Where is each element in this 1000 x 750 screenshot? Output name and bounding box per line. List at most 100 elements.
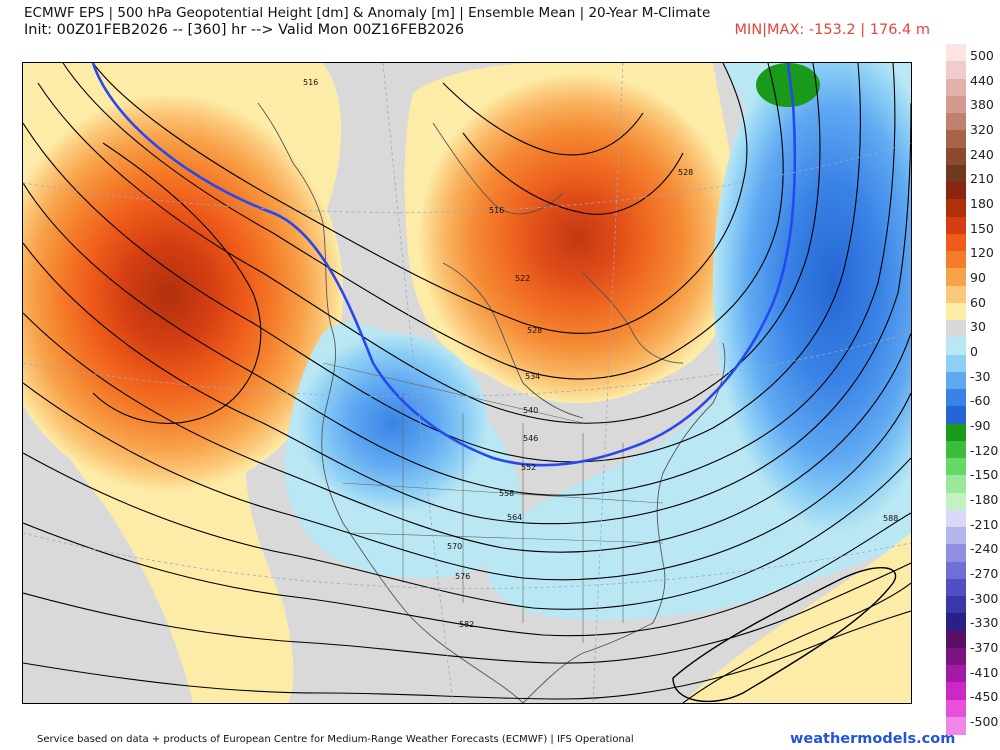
contour-label: 516 [489,206,504,215]
subtropical-positive-anomaly [683,533,911,703]
init-valid-line: Init: 00Z01FEB2026 -- [360] hr --> Valid… [24,22,465,38]
contour-540-highlight [91,63,797,467]
contour-label: 546 [523,434,538,443]
coastlines [257,102,726,703]
colorbar-label: 440 [970,72,994,88]
graticule [23,63,911,703]
colorbar-label: 380 [970,97,994,113]
colorbar-swatch [946,199,966,217]
colorbar-label: -410 [970,664,999,680]
contour-label: 528 [678,168,693,177]
colorbar-swatch [946,320,966,338]
colorbar-swatch [946,302,966,321]
pacific-positive-anomaly-core [23,93,343,493]
colorbar-swatch [946,682,966,700]
contour-label: 582 [459,620,474,629]
colorbar-label: 0 [970,344,978,359]
colorbar-label: -270 [970,566,999,581]
contour-labels: 516 516 522 528 528 534 540 546 552 558 … [303,78,898,629]
colorbar-label: -120 [970,442,999,458]
colorbar-swatch [946,44,966,62]
colorbar-label: 320 [970,122,994,137]
colorbar-swatch [946,596,966,614]
colorbar-swatch [946,544,966,562]
colorbar-swatch [946,285,966,304]
atlantic-negative-anomaly-core [713,63,911,533]
colorbar-swatch [946,61,966,79]
colorbar-label: 30 [970,319,986,335]
colorbar-label: 210 [970,171,994,187]
colorbar-swatch [946,130,966,148]
canada-positive-anomaly-core [418,73,738,403]
colorbar-swatch [946,406,966,424]
colorbar-swatch [946,354,966,373]
colorbar-label: -450 [970,689,999,705]
colorbar-swatch [946,716,966,735]
colorbar-label: -240 [970,541,999,557]
colorbar-swatch [946,699,966,718]
colorbar-label: -60 [970,393,991,409]
colorbar-swatch [946,78,966,97]
colorbar-label: 240 [970,146,994,162]
brand-link[interactable]: weathermodels.com [790,731,956,747]
contour-label: 558 [499,489,514,498]
colorbar-label: 180 [970,196,994,211]
colorbar-swatch [946,268,966,286]
contour-label: 528 [527,326,542,335]
anomaly-colorbar [946,44,966,735]
colorbar-label: -90 [970,418,991,433]
colorbar-swatch [946,164,966,183]
colorbar-swatch [946,147,966,166]
colorbar-swatch [946,613,966,631]
colorbar-label: 120 [970,245,994,261]
colorbar-label: -370 [970,640,999,655]
colorbar-swatch [946,509,966,528]
colorbar-label: -300 [970,590,999,606]
contour-label: 576 [455,572,470,581]
contour-label: 522 [515,274,530,283]
colorbar-label: -210 [970,516,999,532]
colorbar-label: 60 [970,294,986,310]
colorbar-label: -500 [970,714,999,729]
colorbar-swatch [946,647,966,666]
contour-label: 534 [525,372,540,381]
colorbar-label: 150 [970,220,994,236]
colorbar-swatch [946,95,966,114]
colorbar-swatch [946,423,966,442]
colorbar-swatch [946,337,966,355]
colorbar-swatch [946,475,966,493]
contour-label: 516 [303,78,318,87]
colorbar-swatch [946,458,966,476]
contour-label: 570 [447,542,462,551]
colorbar-swatch [946,389,966,407]
colorbar-swatch [946,440,966,459]
colorbar-label: -30 [970,368,991,384]
chart-title: ECMWF EPS | 500 hPa Geopotential Height … [24,5,711,21]
data-attribution: Service based on data + products of Euro… [37,734,634,745]
colorbar-label: -180 [970,492,999,507]
colorbar-label: 90 [970,270,986,285]
colorbar-swatch [946,578,966,597]
colorbar-swatch [946,527,966,545]
colorbar-label: -150 [970,467,999,483]
colorbar-label: 500 [970,48,994,63]
colorbar-swatch [946,561,966,580]
contour-label: 588 [883,514,898,523]
forecast-map: 516 516 522 528 528 534 540 546 552 558 … [22,62,912,704]
contour-label: 552 [521,463,536,472]
colorbar-swatch [946,665,966,683]
contour-label: 540 [523,406,538,415]
colorbar-swatch [946,216,966,235]
contour-label: 564 [507,513,522,522]
colorbar-swatch [946,182,966,200]
colorbar-swatch [946,630,966,649]
min-max-readout: MIN|MAX: -153.2 | 176.4 m [734,22,930,38]
colorbar-swatch [946,251,966,269]
colorbar-label: -330 [970,615,999,631]
subtropical-ridge-contour [672,566,897,703]
strong-negative-anomaly-cell [756,63,820,107]
colorbar-swatch [946,492,966,511]
western-negative-anomaly-core [298,333,488,513]
colorbar-swatch [946,371,966,390]
colorbar-swatch [946,233,966,252]
